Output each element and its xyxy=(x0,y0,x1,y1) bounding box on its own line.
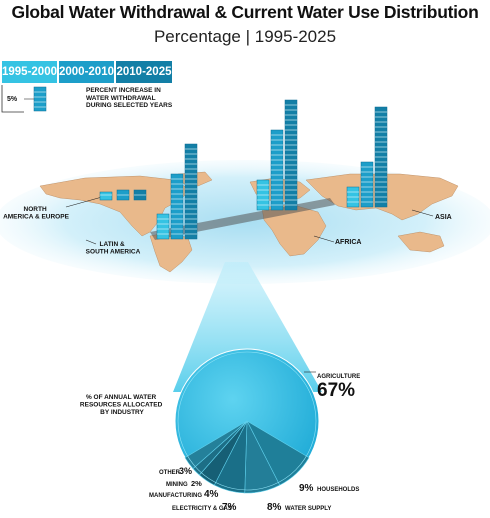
pie-slice-other xyxy=(184,420,248,470)
pie-label-other: OTHER xyxy=(159,470,181,476)
pie-labels: AGRICULTURE 67% 9% HOUSEHOLDS 8% WATER S… xyxy=(149,371,360,513)
region-label-africa: AFRICA xyxy=(335,239,361,246)
pie-value-electricity: 7% xyxy=(222,502,237,513)
chart-title: Global Water Withdrawal & Current Water … xyxy=(11,2,479,22)
pie-value-mining: 2% xyxy=(191,479,202,488)
bar-group-3 xyxy=(256,99,298,211)
pie-label-mining: MINING xyxy=(166,482,188,488)
pie-heading: % OF ANNUAL WATER RESOURCES ALLOCATED BY… xyxy=(80,394,164,416)
bar-1995-2000-2 xyxy=(156,213,170,240)
bar-group-2 xyxy=(156,143,198,240)
pie-label-households: HOUSEHOLDS xyxy=(317,487,359,493)
legend-scale-bar xyxy=(24,86,47,112)
region-label-asia: ASIA xyxy=(435,214,452,221)
pie-label-manufacturing: MANUFACTURING xyxy=(149,493,202,499)
leader-north-america xyxy=(65,196,103,208)
pie-value-water-supply: 8% xyxy=(267,502,282,513)
bar-1995-2000-1 xyxy=(99,191,113,201)
region-label-latin-america: LATIN & SOUTH AMERICA xyxy=(86,241,141,256)
pie-label-water-supply: WATER SUPPLY xyxy=(285,506,331,512)
chart-subtitle: Percentage | 1995-2025 xyxy=(153,27,337,46)
leader-africa xyxy=(313,235,335,243)
legend-item-2010-2025: 2010-2025 xyxy=(116,61,172,83)
bar-series-group xyxy=(99,99,388,240)
legend-bracket xyxy=(1,85,24,113)
bar-group-1 xyxy=(99,189,147,201)
legend-item-1995-2000: 1995-2000 xyxy=(2,61,57,83)
bar-2010-2025-2 xyxy=(184,143,198,240)
pie-label-electricity: ELECTRICITY & GAS xyxy=(172,506,232,512)
legend-description: PERCENT INCREASE IN WATER WITHDRAWAL DUR… xyxy=(86,87,173,109)
leader-latin-america xyxy=(85,239,97,245)
pie-rim xyxy=(177,351,317,491)
region-label-north-america: NORTH AMERICA & EUROPE xyxy=(3,206,70,221)
bar-group-4 xyxy=(346,106,388,208)
land-australia xyxy=(397,231,445,253)
pie-value-households: 9% xyxy=(299,483,314,494)
legend-item-2000-2010: 2000-2010 xyxy=(59,61,114,83)
pie-value-agriculture: 67% xyxy=(317,380,355,401)
pie-chart xyxy=(174,348,320,494)
pie-label-agriculture: AGRICULTURE xyxy=(317,374,360,380)
bar-2000-2010-2 xyxy=(170,173,184,240)
pie-value-manufacturing: 4% xyxy=(204,489,219,500)
bar-2000-2010-4 xyxy=(360,161,374,208)
legend-scale-rect xyxy=(33,86,47,112)
pie-value-other: 3% xyxy=(179,466,192,476)
legend-scale-label: 5% xyxy=(7,96,18,103)
leader-asia xyxy=(411,209,434,217)
